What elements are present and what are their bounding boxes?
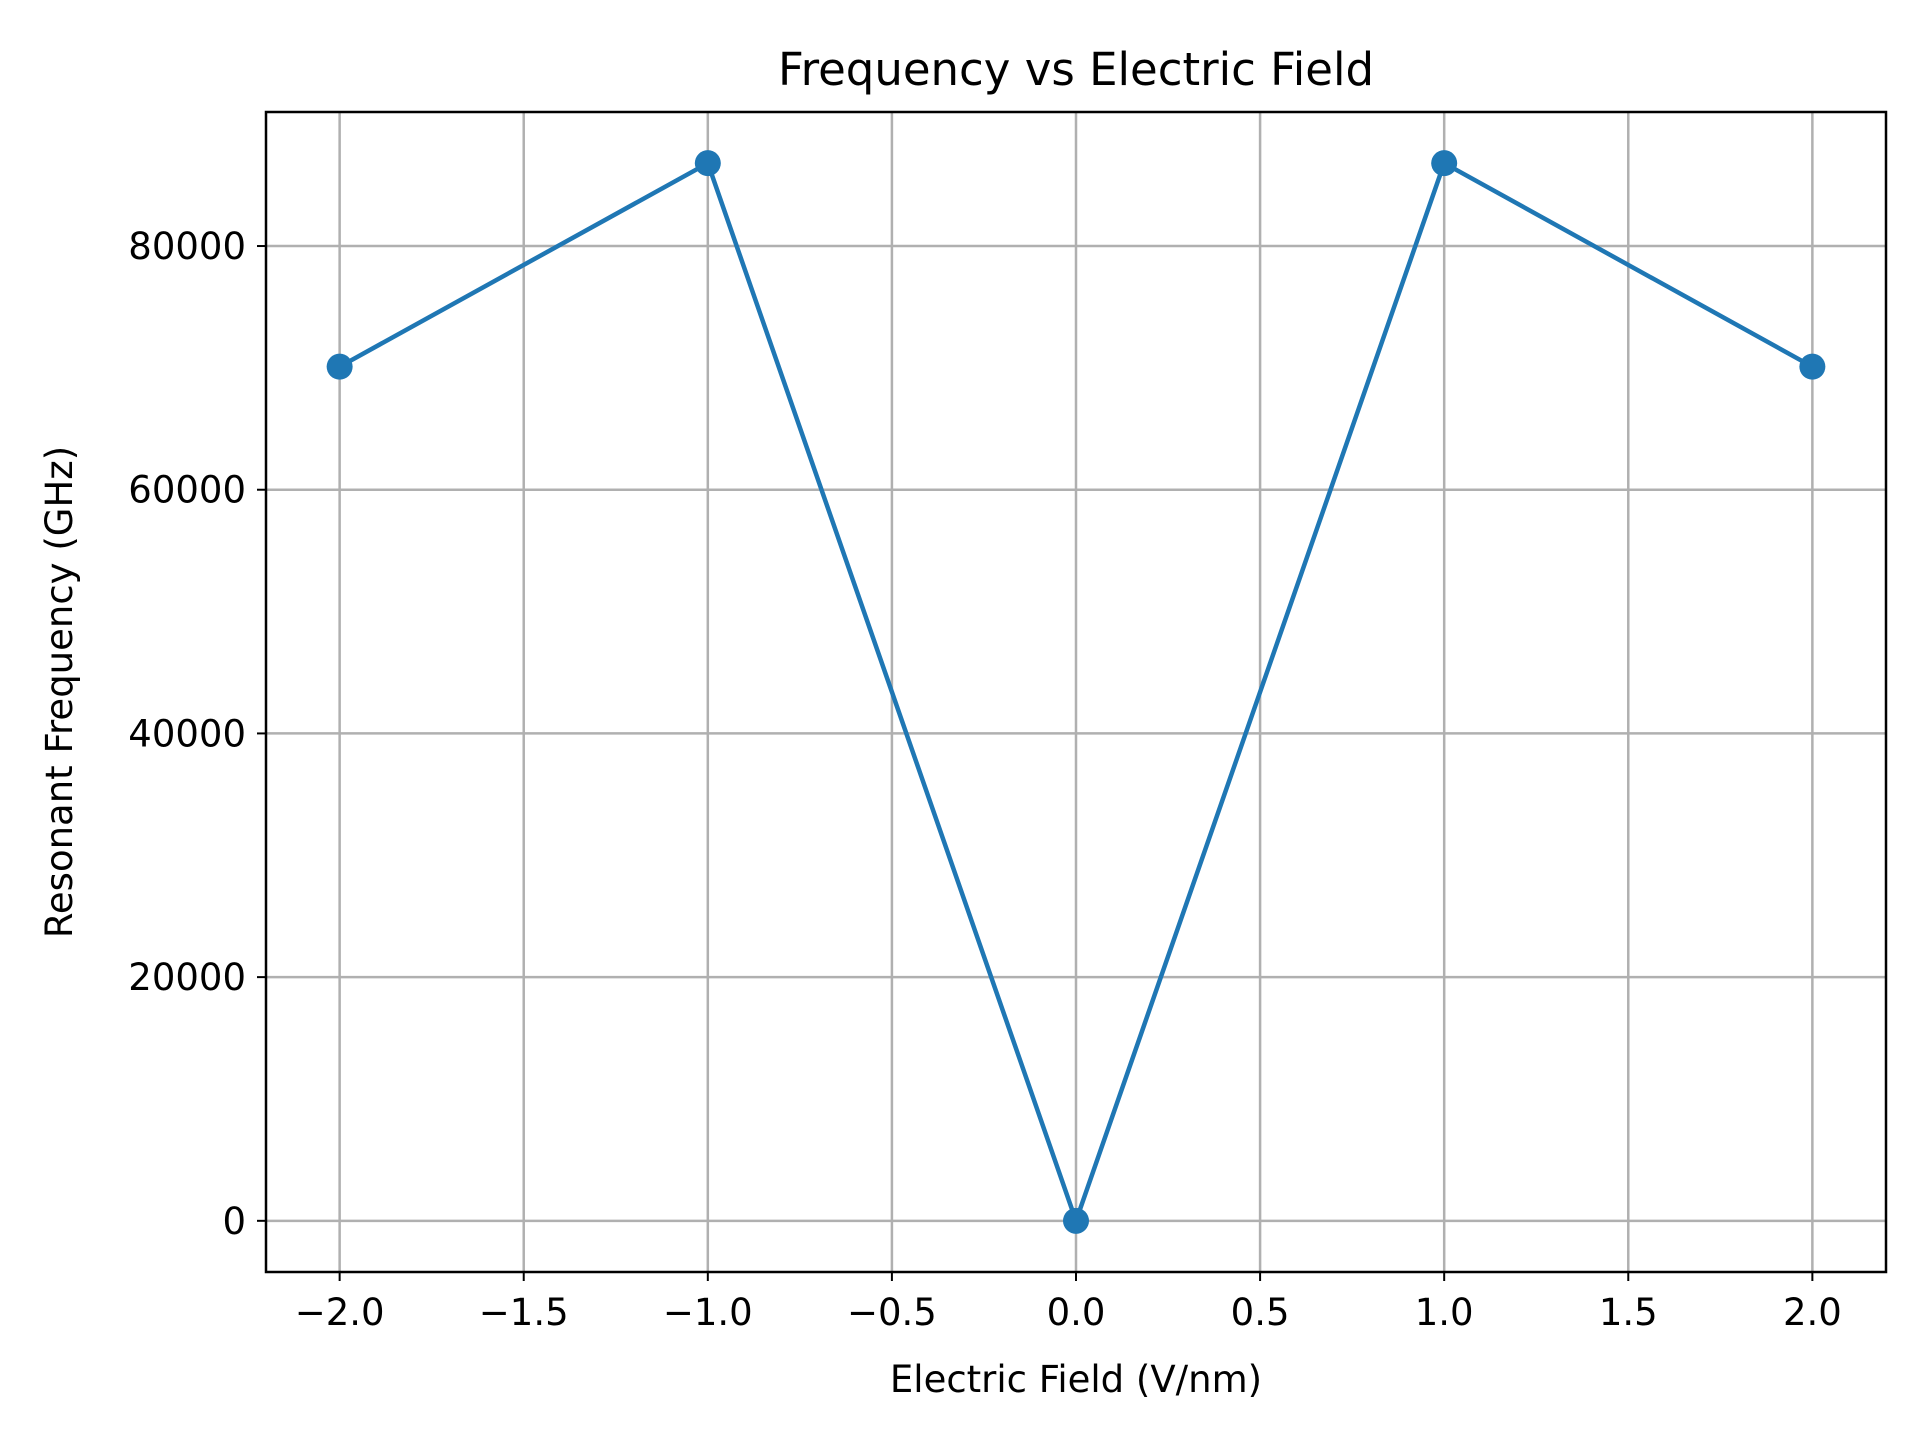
y-axis-label: Resonant Frequency (GHz) [38, 446, 81, 938]
x-tick-label: 2.0 [1783, 1291, 1842, 1334]
chart-title: Frequency vs Electric Field [778, 43, 1374, 96]
series-layer [326, 150, 1826, 1234]
data-point [1063, 1207, 1089, 1234]
x-tick-label: 1.0 [1415, 1291, 1474, 1334]
data-point [1431, 150, 1458, 177]
y-tick-label: 20000 [128, 956, 246, 999]
tick-layer: −2.0 −1.5 −1.0 −0.5 0.0 0.5 1.0 1.5 2.0 0 20000 400… [128, 225, 1841, 1334]
y-tick-label: 40000 [128, 712, 246, 755]
x-tick-label: −1.5 [479, 1291, 569, 1334]
x-tick-label: 1.5 [1599, 1291, 1658, 1334]
x-tick-label: −1.0 [663, 1291, 753, 1334]
data-point [694, 150, 721, 177]
x-tick-label: −0.5 [847, 1291, 937, 1334]
y-tick-label: 80000 [128, 225, 246, 268]
y-tick-label: 0 [222, 1200, 246, 1243]
x-tick-label: 0.0 [1047, 1291, 1106, 1334]
x-tick-label: 0.5 [1231, 1291, 1290, 1334]
x-tick-label: −2.0 [295, 1291, 385, 1334]
y-tick-label: 60000 [128, 469, 246, 512]
data-point [1799, 353, 1826, 380]
data-point [326, 353, 353, 380]
x-axis-label: Electric Field (V/nm) [890, 1358, 1262, 1401]
grid-layer [266, 112, 1886, 1272]
